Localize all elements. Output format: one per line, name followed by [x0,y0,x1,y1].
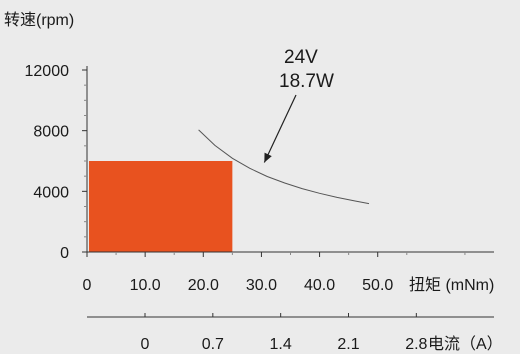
x2-tick-label: 0 [141,336,150,353]
x-tick-label: 30.0 [246,277,277,294]
x2-ticks: 0 0.7 1.4 2.1 2.8 [141,313,428,353]
x-tick-label: 40.0 [304,277,335,294]
x2-axis-title: 电流（A） [428,335,503,353]
x2-tick-label: 1.4 [270,336,292,353]
x2-tick-label: 2.8 [405,336,427,353]
y-axis-title: 转速(rpm) [4,11,74,29]
x-tick-label: 0 [83,277,92,294]
y-tick-label: 8000 [33,124,69,141]
x-axis-title: 扭矩 (mNm) [409,276,494,294]
power-curve-line [198,129,370,205]
operating-region-area [89,161,233,252]
y-ticks: 0 4000 8000 12000 [25,63,87,262]
annotation-arrow-head [264,152,272,163]
annotation-power: 18.7W [279,71,334,92]
x-tick-label: 20.0 [188,277,219,294]
x-tick-label: 50.0 [362,277,393,294]
x2-tick-label: 2.1 [337,336,359,353]
y-tick-label: 0 [60,245,69,262]
x-tick-label: 10.0 [130,277,161,294]
x-ticks: 0 10.0 20.0 30.0 40.0 50.0 [83,252,466,294]
y-tick-label: 4000 [33,184,69,201]
annotation-arrow [263,94,297,163]
y-tick-label: 12000 [25,63,70,80]
x2-tick-label: 0.7 [202,336,224,353]
annotation-voltage: 24V [284,47,318,68]
